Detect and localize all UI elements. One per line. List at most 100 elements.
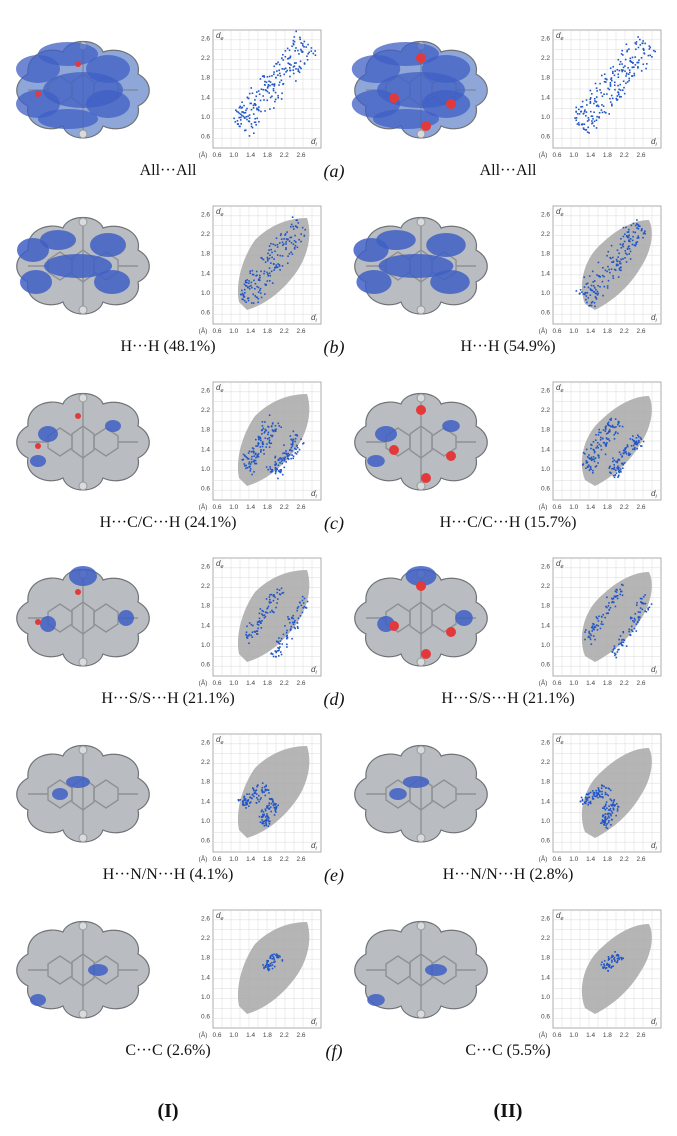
fingerprint-plot: 0.6 0.6 1.0 1.0 1.4 1.4 1.8 1.8 2.2 2.2 2.6 2.6 (Å) d… — [539, 557, 662, 687]
x-tick-label: 2.6 — [636, 680, 645, 687]
y-tick-label: 1.0 — [201, 642, 210, 649]
x-tick-label: 1.4 — [586, 680, 595, 687]
axis-unit-label: (Å) — [199, 150, 208, 159]
x-tick-label: 1.4 — [246, 680, 255, 687]
fingerprint-full-region — [581, 924, 652, 1014]
y-axis-label: de — [216, 559, 224, 570]
hirshfeld-surface — [16, 40, 150, 139]
panel-letter: (f) — [325, 1041, 343, 1061]
x-tick-label: 1.0 — [229, 856, 238, 863]
x-tick-label: 1.8 — [263, 680, 272, 687]
fingerprint-plot: 0.6 0.6 1.0 1.0 1.4 1.4 1.8 1.8 2.2 2.2 2.6 2.6 (Å) d… — [539, 909, 662, 1039]
fingerprint-highlight-region — [233, 30, 317, 137]
y-tick-label: 0.6 — [201, 310, 210, 317]
y-tick-label: 2.2 — [201, 583, 210, 590]
x-tick-label: 1.8 — [263, 1032, 272, 1039]
x-tick-label: 0.6 — [552, 856, 561, 863]
x-tick-label: 2.2 — [280, 504, 289, 511]
x-tick-label: 1.4 — [586, 328, 595, 335]
x-tick-label: 1.0 — [569, 856, 578, 863]
y-tick-label: 1.0 — [541, 466, 550, 473]
y-tick-label: 2.2 — [201, 231, 210, 238]
fingerprint-full-region — [581, 748, 652, 838]
x-tick-label: 1.0 — [569, 328, 578, 335]
fingerprint-plot: 0.6 0.6 1.0 1.0 1.4 1.4 1.8 1.8 2.2 2.2 2.6 2.6 (Å) d… — [199, 205, 322, 335]
caption-compound-II: All···All — [479, 162, 537, 179]
y-tick-label: 1.4 — [541, 798, 550, 805]
fingerprint-full-region — [237, 746, 310, 838]
y-tick-label: 2.6 — [201, 564, 210, 571]
y-tick-label: 0.6 — [541, 662, 550, 669]
y-tick-label: 1.8 — [541, 779, 550, 786]
fingerprint-plot: 0.6 0.6 1.0 1.0 1.4 1.4 1.8 1.8 2.2 2.2 2.6 2.6 (Å) d… — [199, 29, 322, 159]
fingerprint-full-region — [581, 572, 652, 662]
fingerprint-highlight-region — [241, 414, 305, 480]
x-axis-label: di — [311, 313, 317, 324]
y-tick-label: 1.4 — [201, 94, 210, 101]
x-tick-label: 1.4 — [246, 856, 255, 863]
y-tick-label: 2.6 — [201, 388, 210, 395]
x-tick-label: 1.0 — [229, 504, 238, 511]
y-axis-label: de — [216, 735, 224, 746]
fingerprint-plot: 0.6 0.6 1.0 1.0 1.4 1.4 1.8 1.8 2.2 2.2 2.6 2.6 (Å) d… — [199, 909, 322, 1039]
y-axis-label: de — [216, 31, 224, 42]
y-axis-label: de — [556, 207, 564, 218]
y-axis-label: de — [216, 383, 224, 394]
y-tick-label: 1.8 — [541, 251, 550, 258]
y-tick-label: 1.4 — [201, 270, 210, 277]
x-tick-label: 1.4 — [246, 504, 255, 511]
y-tick-label: 2.6 — [201, 740, 210, 747]
x-tick-label: 1.4 — [586, 1032, 595, 1039]
y-tick-label: 1.0 — [201, 114, 210, 121]
x-tick-label: 2.6 — [296, 152, 305, 159]
axis-unit-label: (Å) — [539, 678, 548, 687]
x-tick-label: 2.6 — [636, 856, 645, 863]
x-tick-label: 0.6 — [212, 1032, 221, 1039]
caption-compound-I: C···C (2.6%) — [125, 1042, 211, 1059]
y-tick-label: 1.4 — [201, 622, 210, 629]
x-axis-label: di — [311, 665, 317, 676]
axis-unit-label: (Å) — [199, 502, 208, 511]
caption-compound-I: All···All — [139, 162, 197, 179]
fingerprint-highlight-region — [239, 216, 307, 304]
x-tick-label: 2.6 — [296, 328, 305, 335]
y-tick-label: 2.2 — [541, 759, 550, 766]
y-tick-label: 0.6 — [541, 838, 550, 845]
x-tick-label: 2.2 — [280, 856, 289, 863]
x-axis-label: di — [651, 489, 657, 500]
x-tick-label: 0.6 — [212, 504, 221, 511]
y-tick-label: 1.0 — [541, 818, 550, 825]
x-tick-label: 1.8 — [603, 856, 612, 863]
axis-unit-label: (Å) — [539, 502, 548, 511]
y-tick-label: 1.0 — [201, 994, 210, 1001]
fingerprint-highlight-region — [262, 953, 284, 972]
y-tick-label: 2.2 — [541, 583, 550, 590]
fingerprint-full-region — [237, 570, 310, 662]
fingerprint-highlight-region — [245, 587, 309, 658]
y-tick-label: 2.6 — [541, 564, 550, 571]
panel-letter: (c) — [324, 513, 344, 533]
y-tick-label: 2.6 — [541, 36, 550, 43]
y-tick-label: 2.6 — [201, 212, 210, 219]
caption-compound-II: H···N/N···H (2.8%) — [442, 866, 574, 883]
y-tick-label: 1.8 — [541, 603, 550, 610]
x-tick-label: 0.6 — [212, 152, 221, 159]
axis-unit-label: (Å) — [539, 326, 548, 335]
x-tick-label: 2.2 — [620, 1032, 629, 1039]
y-tick-label: 1.4 — [201, 798, 210, 805]
panel-letter: (d) — [323, 689, 345, 709]
x-tick-label: 2.2 — [620, 504, 629, 511]
y-tick-label: 0.6 — [201, 838, 210, 845]
y-tick-label: 1.8 — [201, 427, 210, 434]
y-tick-label: 1.8 — [201, 75, 210, 82]
y-tick-label: 1.0 — [541, 114, 550, 121]
y-tick-label: 0.6 — [201, 662, 210, 669]
x-tick-label: 0.6 — [552, 152, 561, 159]
panel-letter: (a) — [323, 161, 345, 181]
x-tick-label: 0.6 — [212, 856, 221, 863]
fingerprint-full-region — [237, 922, 310, 1014]
fingerprint-plot: 0.6 0.6 1.0 1.0 1.4 1.4 1.8 1.8 2.2 2.2 2.6 2.6 (Å) d… — [539, 381, 662, 511]
y-tick-label: 0.6 — [201, 486, 210, 493]
caption-compound-II: C···C (5.5%) — [465, 1042, 551, 1059]
y-tick-label: 2.6 — [201, 36, 210, 43]
